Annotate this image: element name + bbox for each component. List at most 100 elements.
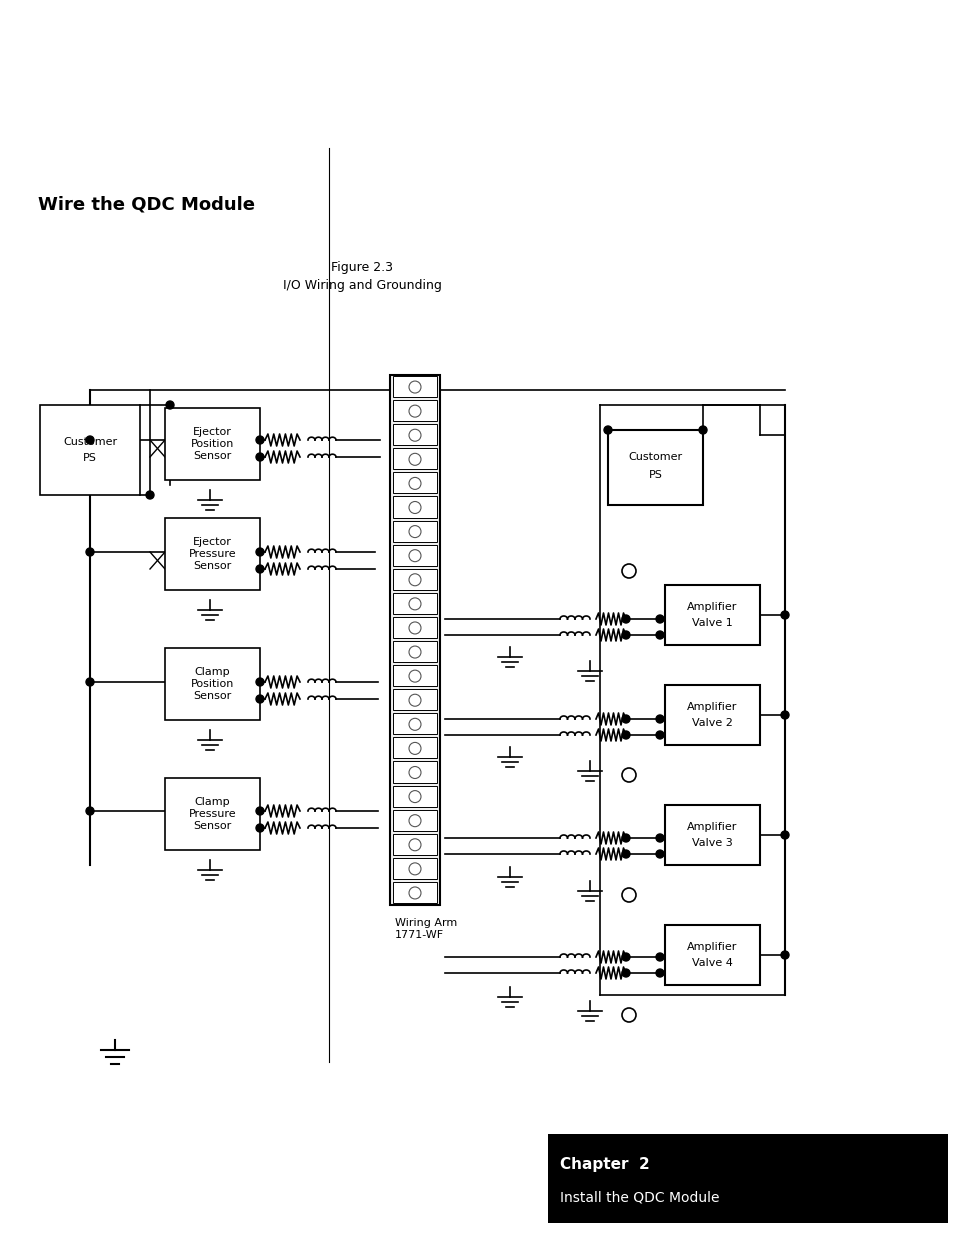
- Text: PS: PS: [648, 471, 661, 480]
- Bar: [393, 400, 436, 421]
- Text: Figure 2.3: Figure 2.3: [331, 262, 393, 274]
- Bar: [393, 785, 436, 806]
- Text: Pressure: Pressure: [189, 809, 236, 819]
- Text: Install the QDC Module: Install the QDC Module: [559, 1191, 719, 1205]
- Text: Amplifier: Amplifier: [686, 601, 737, 613]
- Text: Clamp: Clamp: [194, 667, 230, 677]
- Bar: [393, 689, 436, 710]
- Text: I/O Wiring and Grounding: I/O Wiring and Grounding: [282, 279, 441, 293]
- Bar: [393, 737, 436, 758]
- Text: Sensor: Sensor: [193, 451, 232, 461]
- Circle shape: [656, 731, 663, 739]
- Text: Valve 2: Valve 2: [691, 718, 732, 727]
- Circle shape: [255, 678, 264, 685]
- Text: Valve 3: Valve 3: [691, 839, 732, 848]
- Circle shape: [621, 953, 629, 961]
- Circle shape: [656, 615, 663, 622]
- Text: Customer: Customer: [63, 437, 117, 447]
- Circle shape: [656, 631, 663, 638]
- Circle shape: [781, 831, 788, 839]
- Bar: [664, 805, 760, 864]
- Bar: [607, 430, 702, 505]
- Circle shape: [621, 834, 629, 842]
- Circle shape: [255, 695, 264, 703]
- Bar: [393, 666, 436, 687]
- Text: Ejector: Ejector: [193, 537, 232, 547]
- Circle shape: [166, 401, 173, 409]
- Text: Chapter  2: Chapter 2: [559, 1157, 649, 1172]
- Text: Ejector: Ejector: [193, 427, 232, 437]
- Bar: [165, 408, 260, 480]
- Circle shape: [255, 436, 264, 445]
- Bar: [393, 641, 436, 662]
- Text: Wire the QDC Module: Wire the QDC Module: [38, 195, 254, 212]
- Text: Amplifier: Amplifier: [686, 942, 737, 952]
- Circle shape: [621, 715, 629, 722]
- Bar: [393, 714, 436, 735]
- Text: 1771-WF: 1771-WF: [395, 930, 444, 940]
- Bar: [393, 593, 436, 614]
- Circle shape: [86, 548, 94, 556]
- Bar: [547, 1134, 947, 1223]
- Bar: [393, 520, 436, 542]
- Bar: [393, 618, 436, 638]
- Circle shape: [255, 453, 264, 461]
- Circle shape: [656, 834, 663, 842]
- Bar: [390, 375, 439, 905]
- Bar: [393, 496, 436, 517]
- Text: Wiring Arm: Wiring Arm: [395, 918, 456, 927]
- Circle shape: [255, 824, 264, 832]
- Circle shape: [656, 715, 663, 722]
- Text: Sensor: Sensor: [193, 821, 232, 831]
- Text: Position: Position: [191, 679, 233, 689]
- Circle shape: [255, 564, 264, 573]
- Text: 10909-I: 10909-I: [834, 1200, 876, 1210]
- Bar: [393, 472, 436, 494]
- Bar: [393, 834, 436, 855]
- Bar: [393, 424, 436, 446]
- Bar: [40, 405, 140, 495]
- Bar: [393, 810, 436, 831]
- Text: Valve 1: Valve 1: [691, 618, 732, 629]
- Circle shape: [255, 806, 264, 815]
- Circle shape: [621, 850, 629, 858]
- Circle shape: [656, 850, 663, 858]
- Circle shape: [86, 806, 94, 815]
- Bar: [393, 569, 436, 590]
- Text: Clamp: Clamp: [194, 797, 230, 806]
- Text: Pressure: Pressure: [189, 550, 236, 559]
- Text: PS: PS: [83, 453, 97, 463]
- Bar: [393, 882, 436, 903]
- Text: Customer: Customer: [628, 452, 681, 462]
- Circle shape: [621, 631, 629, 638]
- Bar: [393, 448, 436, 469]
- Circle shape: [146, 492, 153, 499]
- Circle shape: [621, 731, 629, 739]
- Bar: [165, 517, 260, 590]
- Bar: [664, 925, 760, 986]
- Circle shape: [656, 969, 663, 977]
- Circle shape: [781, 611, 788, 619]
- Text: Amplifier: Amplifier: [686, 823, 737, 832]
- Circle shape: [699, 426, 706, 433]
- Bar: [165, 648, 260, 720]
- Circle shape: [86, 436, 94, 445]
- Bar: [664, 585, 760, 645]
- Text: Sensor: Sensor: [193, 561, 232, 571]
- Circle shape: [255, 548, 264, 556]
- Bar: [393, 545, 436, 566]
- Bar: [393, 762, 436, 783]
- Circle shape: [781, 711, 788, 719]
- Bar: [393, 375, 436, 398]
- Bar: [393, 858, 436, 879]
- Bar: [165, 778, 260, 850]
- Circle shape: [781, 951, 788, 960]
- Bar: [664, 685, 760, 745]
- Circle shape: [603, 426, 612, 433]
- Circle shape: [621, 969, 629, 977]
- Circle shape: [656, 953, 663, 961]
- Circle shape: [621, 615, 629, 622]
- Text: Valve 4: Valve 4: [691, 958, 732, 968]
- Circle shape: [86, 678, 94, 685]
- Text: Position: Position: [191, 438, 233, 450]
